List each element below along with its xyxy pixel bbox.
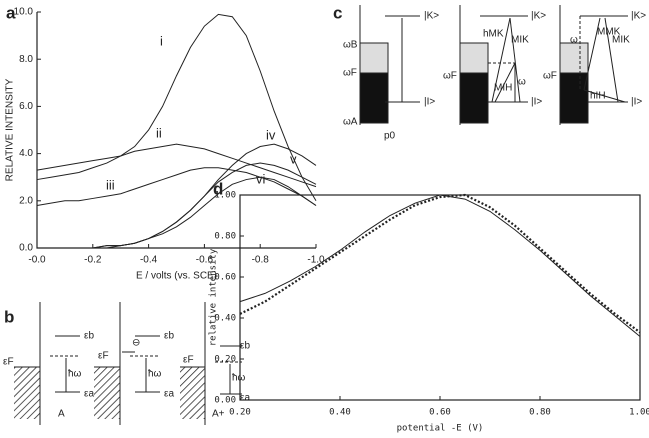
y-tick-label: 6.0 xyxy=(19,101,33,112)
state-label: |I> xyxy=(631,97,642,108)
level-label: ωF xyxy=(543,71,557,82)
x-tick-label: 0.40 xyxy=(329,408,351,418)
level-label: εF xyxy=(183,355,194,366)
series-label: ii xyxy=(156,125,162,140)
diagram-c xyxy=(359,5,628,125)
plot-frame xyxy=(239,194,641,401)
level-label: ħω xyxy=(68,369,82,380)
level-label: εa xyxy=(164,389,174,400)
x-tick-label: 0.20 xyxy=(229,408,251,418)
x-tick-label: -0.6 xyxy=(196,255,214,266)
level-label: hMK xyxy=(483,29,504,40)
x-tick-label: -0.0 xyxy=(28,255,46,266)
x-tick-label: -0.2 xyxy=(84,255,102,266)
state-label: |I> xyxy=(424,97,435,108)
series-line xyxy=(37,176,317,249)
x-axis-label: potential -E (V) xyxy=(397,424,484,434)
level-label: εF xyxy=(3,357,14,368)
y-axis-label: RELATIVE INTENSITY xyxy=(5,78,16,181)
level-label: εa xyxy=(84,389,94,400)
panel-label: a xyxy=(6,3,16,22)
state-label: |K> xyxy=(424,11,439,22)
series-label: iv xyxy=(266,127,276,142)
y-tick-label: 0.60 xyxy=(214,273,236,283)
level-label: ωA xyxy=(343,117,358,128)
x-tick-label: 1.00 xyxy=(629,408,649,418)
level-label: hIH xyxy=(590,91,606,102)
y-tick-label: 2.0 xyxy=(19,195,33,206)
series-label: i xyxy=(160,33,163,48)
level-label: MIH xyxy=(494,83,512,94)
x-tick-label: 0.60 xyxy=(429,408,451,418)
y-tick-label: 10.0 xyxy=(14,7,34,18)
state-label: A xyxy=(58,409,65,420)
x-tick-label: -0.4 xyxy=(140,255,158,266)
level-label: ħω xyxy=(148,369,162,380)
state-label: A+ xyxy=(212,409,225,420)
level-label: εb xyxy=(84,331,94,342)
series-line xyxy=(239,194,641,337)
series-line xyxy=(36,167,317,207)
y-tick-label: 8.0 xyxy=(19,54,33,65)
x-tick-label: 0.80 xyxy=(529,408,551,418)
series-label: iii xyxy=(106,177,115,192)
state-label: |K> xyxy=(631,11,646,22)
level-label: MMK xyxy=(597,27,621,38)
y-tick-label: 0.20 xyxy=(214,355,236,365)
y-tick-label: 0.40 xyxy=(214,314,236,324)
panel-label: b xyxy=(4,307,14,326)
level-label: ωF xyxy=(343,68,357,79)
level-label: ħω xyxy=(232,373,246,384)
level-label: εF xyxy=(98,351,109,362)
level-label: p0 xyxy=(384,131,396,142)
state-label: |K> xyxy=(531,11,546,22)
level-label: ωF xyxy=(443,71,457,82)
series-label: vi xyxy=(256,171,266,186)
y-tick-label: 0.00 xyxy=(214,396,236,406)
y-tick-label: 0.0 xyxy=(19,243,33,254)
panel-label: d xyxy=(213,179,223,198)
state-label: |I> xyxy=(531,97,542,108)
level-label: εa xyxy=(240,393,250,404)
y-axis-label: relative intensity xyxy=(209,248,219,346)
panel-label: c xyxy=(333,3,342,22)
level-label: MIK xyxy=(612,35,630,46)
x-axis-label: E / volts (vs. SCE) xyxy=(136,271,217,282)
y-tick-label: 4.0 xyxy=(19,148,33,159)
level-label: εb xyxy=(240,341,250,352)
series-line xyxy=(37,143,317,249)
level-label: ωB xyxy=(343,40,358,51)
x-tick-label: -0.8 xyxy=(252,255,270,266)
level-label: MIK xyxy=(511,35,529,46)
level-label: ω xyxy=(518,77,526,88)
series-line xyxy=(36,13,317,202)
level-label: ⊖ xyxy=(132,338,140,349)
level-label: εb xyxy=(164,331,174,342)
y-tick-label: 0.80 xyxy=(214,232,236,242)
diagram-b xyxy=(14,302,242,425)
series-label: v xyxy=(290,151,297,166)
x-tick-label: -1.0 xyxy=(307,255,325,266)
level-label: ω xyxy=(570,35,578,46)
series-line xyxy=(37,162,317,249)
series-line xyxy=(239,193,641,334)
series-line xyxy=(36,143,317,188)
y-tick-label: 1.00 xyxy=(214,191,236,201)
